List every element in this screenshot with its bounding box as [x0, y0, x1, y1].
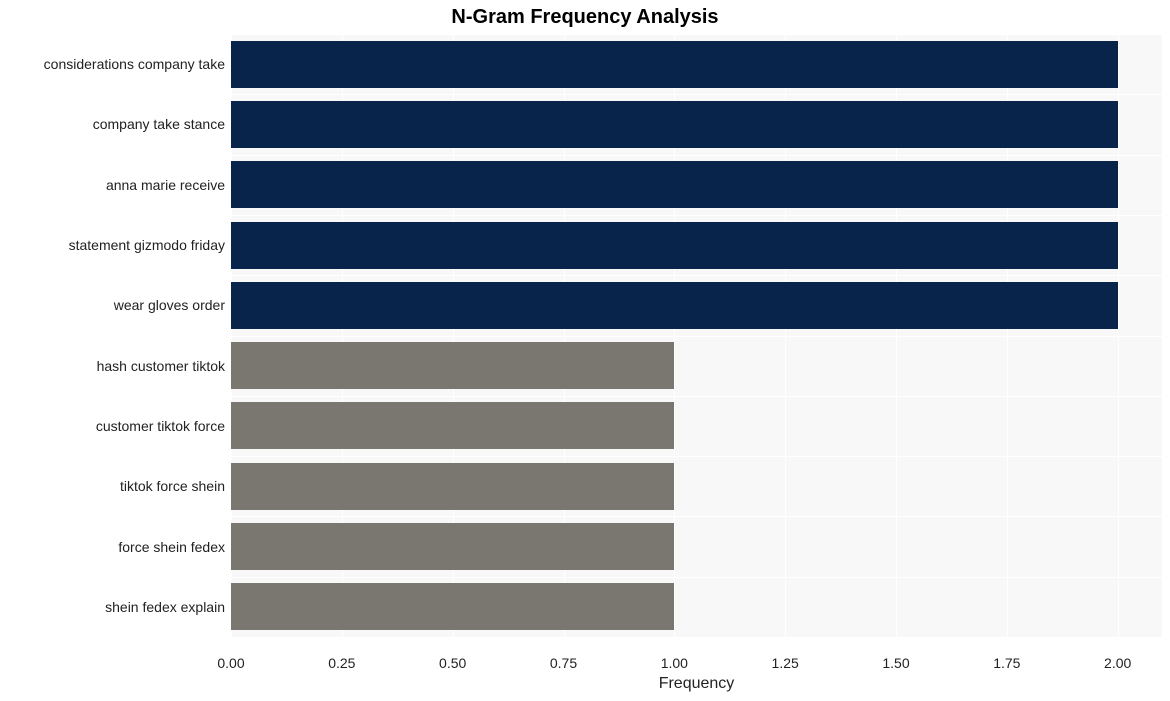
- x-tick-label: 1.75: [993, 655, 1020, 671]
- x-axis-ticks: 0.00 0.25 0.50 0.75 1.00 1.25 1.50 1.75 2.00: [0, 655, 1170, 675]
- x-tick-label: 2.00: [1104, 655, 1131, 671]
- y-tick-label: shein fedex explain: [0, 599, 225, 615]
- x-tick-label: 0.00: [217, 655, 244, 671]
- x-tick-label: 0.50: [439, 655, 466, 671]
- x-axis-label: Frequency: [231, 675, 1162, 693]
- x-tick-label: 1.50: [882, 655, 909, 671]
- x-tick-label: 0.25: [328, 655, 355, 671]
- y-axis-labels: considerations company take company take …: [0, 0, 1170, 701]
- y-tick-label: tiktok force shein: [0, 478, 225, 494]
- chart-container: N-Gram Frequency Analysis considerations…: [0, 0, 1170, 701]
- y-tick-label: force shein fedex: [0, 539, 225, 555]
- y-tick-label: wear gloves order: [0, 297, 225, 313]
- y-tick-label: considerations company take: [0, 56, 225, 72]
- y-tick-label: statement gizmodo friday: [0, 237, 225, 253]
- x-tick-label: 0.75: [550, 655, 577, 671]
- y-tick-label: customer tiktok force: [0, 418, 225, 434]
- y-tick-label: anna marie receive: [0, 177, 225, 193]
- x-tick-label: 1.00: [661, 655, 688, 671]
- y-tick-label: company take stance: [0, 116, 225, 132]
- y-tick-label: hash customer tiktok: [0, 358, 225, 374]
- x-tick-label: 1.25: [772, 655, 799, 671]
